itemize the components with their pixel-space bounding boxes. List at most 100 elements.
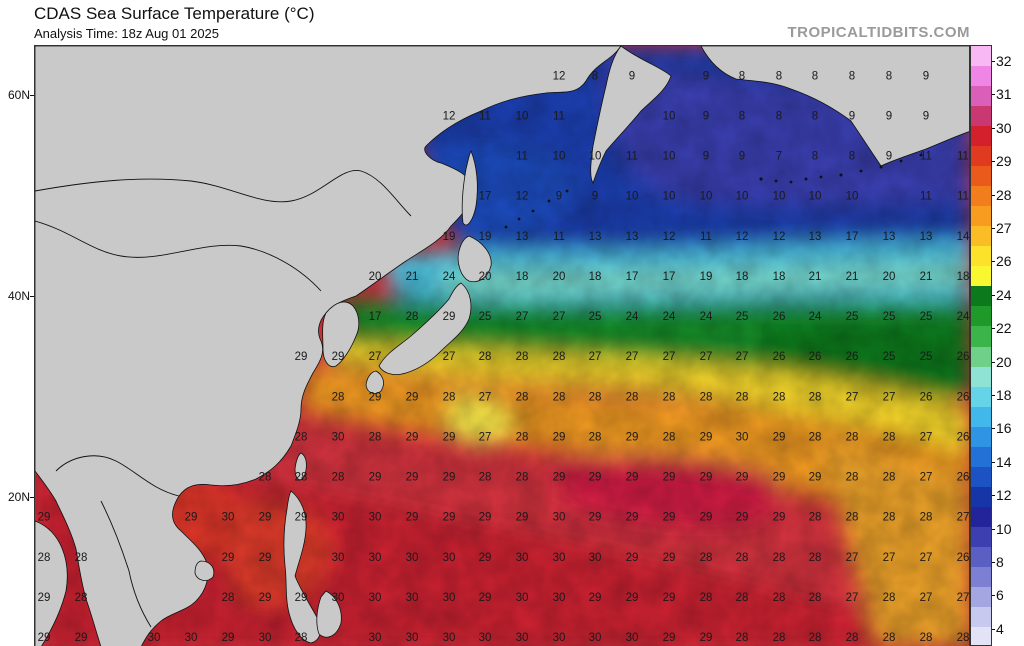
sst-value: 26 (773, 351, 786, 363)
colorbar-segment (971, 266, 991, 287)
sst-value: 26 (957, 552, 970, 564)
sst-value: 12 (773, 231, 786, 243)
sst-value: 18 (736, 271, 749, 283)
colorbar-segment (971, 366, 991, 388)
sst-value: 20 (883, 271, 896, 283)
sst-value: 26 (920, 391, 933, 403)
colorbar-segment (971, 486, 991, 508)
colorbar-segment (971, 406, 991, 428)
sst-value: 29 (479, 512, 492, 524)
sst-value: 29 (700, 472, 713, 484)
sst-value: 13 (809, 231, 822, 243)
sst-value: 12 (663, 231, 676, 243)
sst-value: 29 (626, 512, 639, 524)
colorbar-segment (971, 246, 991, 267)
sst-value: 28 (957, 632, 970, 644)
sst-value: 27 (920, 431, 933, 443)
colorbar-label: 20 (996, 353, 1012, 370)
sst-value: 27 (369, 351, 382, 363)
sst-value: 28 (516, 472, 529, 484)
sst-value: 10 (589, 151, 602, 163)
sst-value: 29 (516, 512, 529, 524)
colorbar-segment (971, 546, 991, 568)
sst-value: 30 (406, 632, 419, 644)
sst-value: 10 (700, 191, 713, 203)
sst-value: 28 (773, 632, 786, 644)
sst-value: 11 (479, 110, 491, 122)
sst-value: 29 (663, 592, 676, 604)
sst-value: 30 (516, 552, 529, 564)
sst-value: 10 (553, 151, 566, 163)
sst-value: 29 (589, 472, 602, 484)
sst-value: 27 (920, 592, 933, 604)
sst-value: 8 (812, 151, 818, 163)
colorbar-label: 18 (996, 387, 1012, 403)
sst-value: 30 (222, 512, 235, 524)
colorbar-label: 26 (996, 253, 1012, 270)
sst-value: 29 (38, 592, 51, 604)
sst-value: 29 (369, 391, 382, 403)
colorbar-label: 29 (996, 153, 1012, 170)
sst-value: 30 (332, 431, 345, 443)
colorbar-tick (992, 294, 995, 296)
sst-value: 28 (295, 431, 308, 443)
colorbar-tick (992, 61, 995, 62)
sst-value: 27 (479, 431, 492, 443)
colorbar-label: 31 (996, 86, 1012, 103)
sst-value: 28 (663, 431, 676, 443)
sst-value: 28 (626, 391, 639, 403)
sst-value: 28 (589, 431, 602, 443)
colorbar-segment (971, 186, 991, 207)
sst-value: 30 (479, 632, 492, 644)
sst-value: 28 (809, 431, 822, 443)
sst-value: 26 (957, 351, 970, 363)
sst-value: 29 (185, 512, 198, 524)
sst-value: 9 (703, 151, 709, 163)
sst-value: 27 (553, 311, 566, 323)
sst-value: 8 (592, 70, 598, 82)
colorbar-tick (992, 395, 995, 396)
sst-value: 14 (957, 231, 970, 243)
sst-value: 12 (516, 191, 529, 203)
sst-value: 28 (553, 391, 566, 403)
sst-value: 28 (883, 632, 896, 644)
sst-value: 24 (700, 311, 713, 323)
sst-value: 28 (75, 552, 88, 564)
sst-value: 30 (443, 632, 456, 644)
colorbar-segment (971, 606, 991, 628)
sst-value: 28 (479, 472, 492, 484)
sst-value: 30 (406, 592, 419, 604)
sst-value: 28 (883, 431, 896, 443)
sst-value: 9 (556, 191, 562, 203)
colorbar-segment (971, 306, 991, 328)
sst-value: 10 (663, 191, 676, 203)
sst-value: 29 (406, 391, 419, 403)
sst-value: 28 (259, 472, 272, 484)
sst-value: 29 (553, 431, 566, 443)
sst-value: 28 (809, 552, 822, 564)
sst-value: 25 (736, 311, 749, 323)
colorbar-segment (971, 626, 991, 645)
sst-value: 29 (553, 472, 566, 484)
sst-value: 10 (809, 191, 822, 203)
colorbar-tick (992, 461, 995, 463)
sst-value: 8 (849, 151, 855, 163)
sst-value: 29 (809, 472, 822, 484)
sst-value: 28 (883, 512, 896, 524)
colorbar-label: 6 (996, 587, 1004, 604)
sst-value: 12 (553, 70, 566, 82)
sst-value: 30 (148, 632, 161, 644)
sst-value: 10 (846, 191, 859, 203)
sst-value: 25 (883, 351, 896, 363)
sst-value: 10 (736, 191, 749, 203)
sst-value: 29 (773, 512, 786, 524)
sst-value: 28 (700, 592, 713, 604)
colorbar-label: 22 (996, 320, 1012, 337)
sst-value: 28 (700, 552, 713, 564)
sst-value: 19 (443, 231, 456, 243)
sst-value: 27 (846, 592, 859, 604)
sst-value: 29 (295, 351, 308, 363)
sst-value: 8 (739, 70, 745, 82)
colorbar-segment (971, 386, 991, 408)
colorbar-segment (971, 526, 991, 548)
